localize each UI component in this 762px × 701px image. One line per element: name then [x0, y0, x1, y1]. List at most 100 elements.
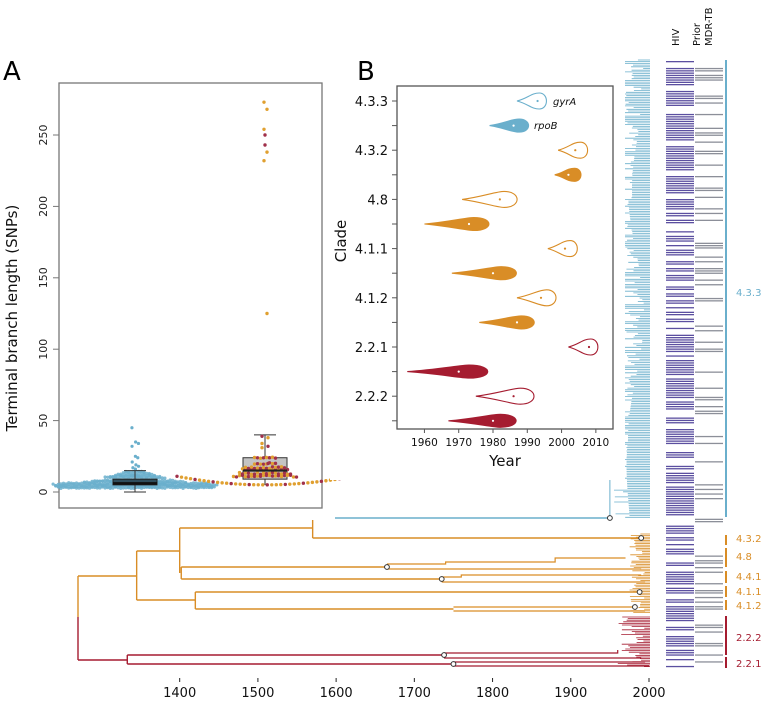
mdr-tb-bar — [695, 387, 723, 389]
data-point — [175, 474, 179, 478]
outlier-point — [265, 311, 269, 316]
mdr-tb-bar — [695, 592, 723, 594]
data-point — [264, 455, 269, 460]
data-point — [188, 477, 193, 481]
hiv-bar — [666, 300, 694, 302]
hiv-bar — [666, 249, 694, 251]
hiv-bar — [666, 406, 694, 408]
hiv-bar — [666, 180, 694, 182]
data-point — [173, 479, 177, 483]
mdr-tb-bar — [695, 626, 723, 629]
hiv-bar — [666, 576, 694, 578]
data-point — [116, 472, 120, 476]
y-tick-label: 4.1.2 — [355, 292, 388, 307]
data-point — [176, 483, 180, 488]
column-header-hiv: HIV — [671, 29, 682, 46]
data-point — [163, 479, 167, 483]
hiv-bar — [666, 155, 694, 157]
data-point — [197, 478, 202, 482]
mdr-tb-bar — [695, 74, 723, 77]
mdr-tb-bar — [695, 642, 723, 645]
data-point — [243, 475, 248, 479]
data-point — [315, 480, 319, 484]
violin-median-point — [498, 198, 501, 201]
outlier-point — [134, 463, 138, 467]
hiv-bar — [666, 350, 694, 353]
hiv-bar — [666, 371, 694, 373]
violin-2-2-2-rpoB — [448, 413, 517, 428]
data-point — [147, 471, 151, 476]
data-point — [64, 482, 68, 486]
hiv-bar — [666, 130, 694, 132]
data-point — [184, 484, 188, 489]
mdr-tb-bar — [695, 406, 723, 408]
data-point — [106, 475, 110, 479]
mdr-tb-bar — [695, 555, 723, 557]
hiv-bar — [666, 509, 694, 511]
panel-a-y-axis: 0 50 100 150 200 250 — [37, 125, 59, 496]
hiv-bar — [666, 640, 694, 642]
data-point — [252, 474, 257, 479]
hiv-bar — [666, 219, 694, 221]
hiv-bar — [666, 125, 694, 127]
data-point — [258, 456, 263, 460]
data-point — [243, 465, 248, 470]
hiv-bar — [666, 438, 694, 440]
hiv-bar — [666, 422, 694, 424]
data-point — [171, 486, 175, 490]
outlier-point — [134, 440, 138, 444]
hiv-bar — [666, 311, 694, 313]
hiv-bar — [666, 254, 694, 256]
hiv-bar — [666, 123, 694, 125]
hiv-bar — [666, 134, 694, 136]
y-tick-label: 2.2.1 — [355, 341, 388, 356]
mdr-tb-bar — [695, 350, 723, 353]
data-point — [158, 479, 162, 483]
y-tick-label: 100 — [37, 339, 50, 360]
hiv-bar — [666, 208, 694, 210]
mdr-tb-bar — [695, 330, 723, 332]
hiv-bar — [666, 337, 694, 339]
data-point — [191, 481, 196, 485]
hiv-bar — [666, 454, 694, 456]
hiv-bar — [666, 511, 694, 514]
data-point — [69, 481, 73, 485]
hiv-bar — [666, 629, 694, 631]
clade-label-4-1-1: 4.1.1 — [736, 587, 761, 598]
hiv-bar — [666, 544, 694, 546]
data-point — [229, 481, 233, 486]
data-point — [121, 486, 125, 490]
hiv-bar — [666, 590, 694, 592]
marked-node — [632, 604, 638, 610]
hiv-bar — [666, 479, 694, 481]
data-point — [255, 461, 260, 466]
mdr-tb-bar — [695, 484, 723, 486]
hiv-bar — [666, 417, 694, 419]
data-point — [193, 477, 197, 482]
hiv-bar — [666, 645, 694, 647]
data-point — [176, 480, 180, 484]
data-point — [211, 480, 215, 484]
hiv-bar — [666, 327, 694, 330]
data-point — [324, 479, 328, 483]
hiv-bar — [666, 146, 694, 148]
hiv-bar — [666, 201, 694, 203]
violin-4-1-1-gyrA — [547, 240, 578, 258]
hiv-bar — [666, 383, 694, 385]
mdr-tb-bar — [695, 113, 723, 116]
data-point — [231, 474, 236, 479]
data-point — [273, 456, 278, 460]
violin-4-3-3-rpoB — [489, 118, 530, 133]
panel-b-frame — [396, 85, 614, 430]
hiv-bar — [666, 104, 694, 106]
hiv-bar — [666, 136, 694, 139]
data-point — [178, 482, 183, 486]
panel-b-axes: 1960 1970 1980 1990 2000 2010 4.3.3 4.3.2 4.8 4.1… — [355, 95, 609, 449]
data-point — [145, 471, 149, 475]
hiv-bar — [666, 419, 694, 422]
hiv-bar — [666, 617, 694, 619]
outlier-point — [131, 466, 135, 470]
hiv-bar — [666, 270, 694, 272]
clade-label-4-4-1: 4.4.1 — [736, 572, 761, 583]
data-point — [189, 481, 193, 486]
